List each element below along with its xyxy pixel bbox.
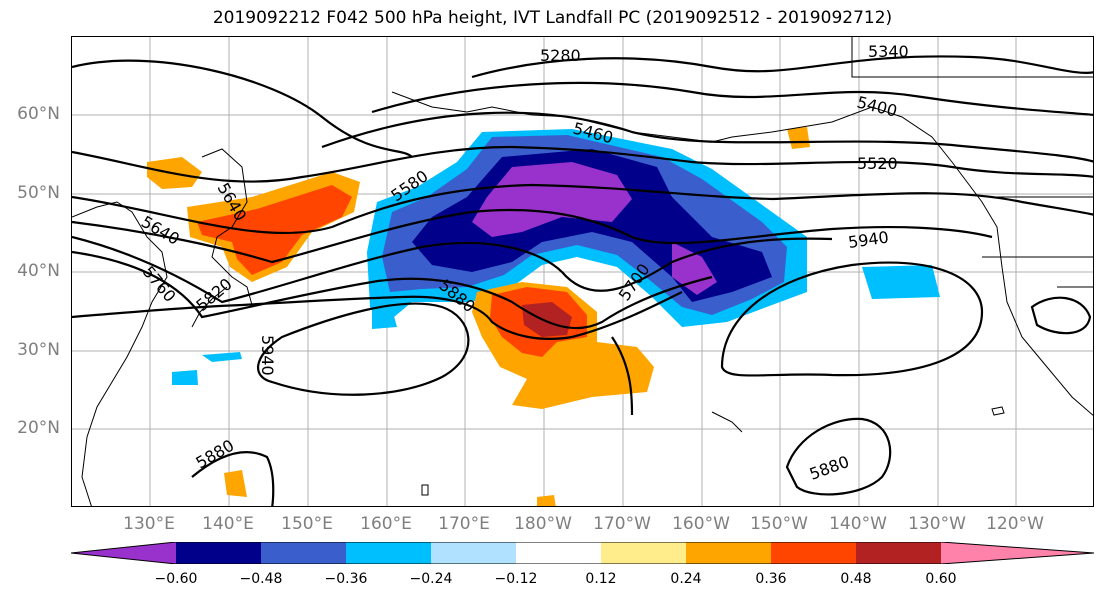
lon-label: 160°W bbox=[672, 514, 730, 534]
lon-label: 150°W bbox=[750, 514, 808, 534]
contour-label: 5760 bbox=[139, 262, 180, 305]
lat-label: 60°N bbox=[17, 104, 60, 124]
contour-label: 5400 bbox=[855, 92, 899, 120]
map-title: 2019092212 F042 500 hPa height, IVT Land… bbox=[212, 8, 893, 28]
colorbar-tick: −0.60 bbox=[154, 571, 198, 587]
lat-label: 40°N bbox=[17, 261, 60, 281]
lon-label: 170°W bbox=[593, 514, 651, 534]
contour-label: 5280 bbox=[540, 46, 581, 65]
lon-label: 170°E bbox=[438, 514, 490, 534]
colorbar-segment bbox=[71, 542, 176, 564]
lon-label: 160°E bbox=[360, 514, 412, 534]
colorbar-segment bbox=[686, 542, 771, 564]
colorbar-tick: 0.24 bbox=[670, 571, 702, 587]
colorbar-segment bbox=[941, 542, 1094, 564]
colorbar-tick: −0.48 bbox=[239, 571, 283, 587]
colorbar-segment bbox=[516, 542, 601, 564]
contour-label: 5880 bbox=[807, 452, 852, 484]
lon-label: 130°W bbox=[908, 514, 966, 534]
colorbar-tick: 0.36 bbox=[755, 571, 787, 587]
contour-label: 5940 bbox=[847, 227, 890, 251]
lon-label: 120°W bbox=[986, 514, 1044, 534]
colorbar-segment bbox=[856, 542, 941, 564]
lon-label: 150°E bbox=[281, 514, 333, 534]
colorbar-tick: 0.12 bbox=[585, 571, 617, 587]
height-contours bbox=[72, 55, 1093, 506]
lat-label: 50°N bbox=[17, 183, 60, 203]
colorbar-segment bbox=[431, 542, 516, 564]
lon-label: 140°W bbox=[829, 514, 887, 534]
contour-label: 5340 bbox=[868, 42, 909, 61]
lat-label: 30°N bbox=[17, 340, 60, 360]
colorbar-segment bbox=[176, 542, 261, 564]
colorbar-segment bbox=[771, 542, 856, 564]
map-canvas: 5280 5340 5400 5460 5520 5580 5640 5700 … bbox=[72, 37, 1093, 506]
contour-label: 5940 bbox=[258, 335, 277, 376]
colorbar-tick: −0.36 bbox=[324, 571, 368, 587]
colorbar-tick: 0.60 bbox=[925, 571, 957, 587]
lon-label: 140°E bbox=[202, 514, 254, 534]
colorbar-tick: −0.24 bbox=[409, 571, 453, 587]
lon-label: 180°W bbox=[514, 514, 572, 534]
colorbar bbox=[71, 542, 1094, 564]
colorbar-tick: 0.48 bbox=[840, 571, 872, 587]
contour-label: 5880 bbox=[193, 436, 238, 473]
lon-label: 130°E bbox=[123, 514, 175, 534]
map-panel: 5280 5340 5400 5460 5520 5580 5640 5700 … bbox=[71, 36, 1094, 507]
contour-label: 5520 bbox=[857, 154, 898, 173]
colorbar-tick: −0.12 bbox=[494, 571, 538, 587]
colorbar-segment bbox=[346, 542, 431, 564]
colorbar-segment bbox=[601, 542, 686, 564]
lat-label: 20°N bbox=[17, 418, 60, 438]
colorbar-segment bbox=[261, 542, 346, 564]
